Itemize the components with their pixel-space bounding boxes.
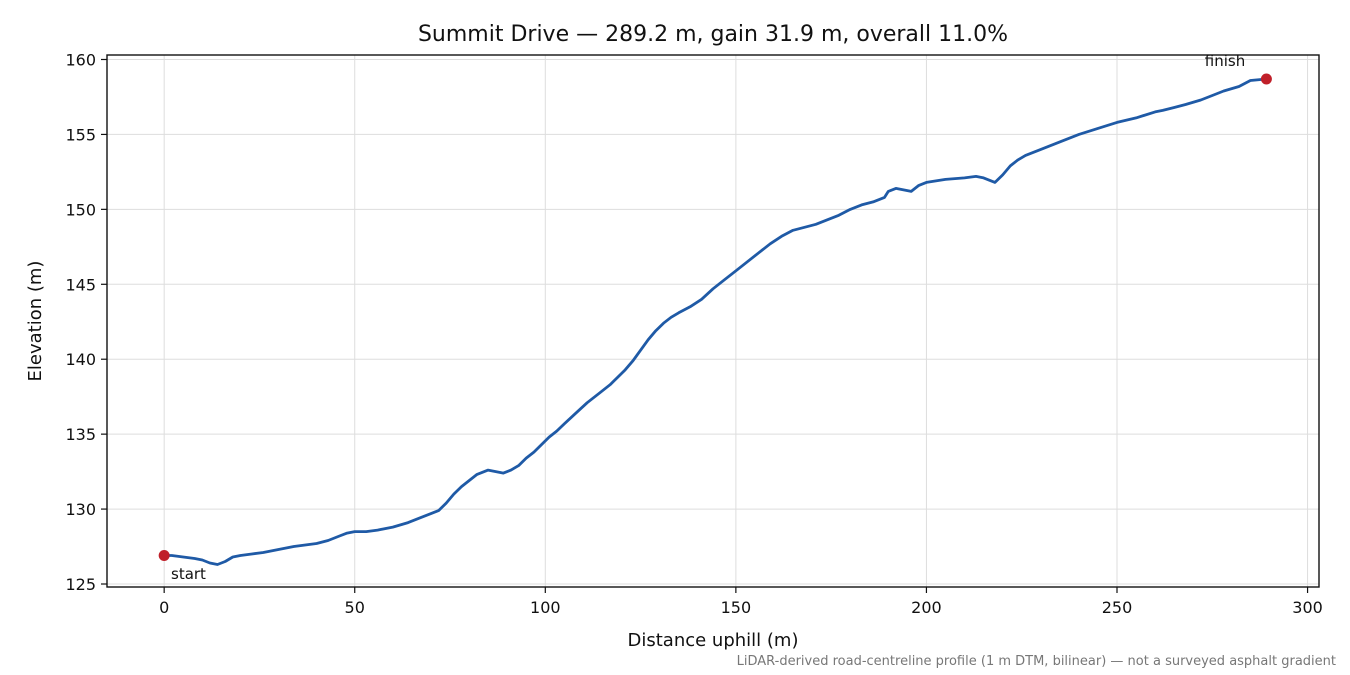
y-tick-label: 140 xyxy=(65,350,96,369)
tick-layer: 0 50 100 150 200 250 300 125 130 135 140 145 150 155 1… xyxy=(65,50,1322,617)
y-tick-label: 160 xyxy=(65,50,96,69)
chart-title: Summit Drive — 289.2 m, gain 31.9 m, ove… xyxy=(418,22,1008,47)
y-tick-label: 150 xyxy=(65,200,96,219)
line-layer xyxy=(158,73,1272,566)
x-tick-label: 50 xyxy=(345,598,365,617)
y-axis-label: Elevation (m) xyxy=(25,261,46,382)
finish-marker xyxy=(1260,73,1272,85)
start-marker xyxy=(158,550,170,562)
footnote: LiDAR-derived road-centreline profile (1… xyxy=(737,654,1336,669)
x-tick-label: 150 xyxy=(721,598,752,617)
x-tick-label: 200 xyxy=(911,598,942,617)
grid-layer xyxy=(107,55,1319,587)
y-tick-label: 125 xyxy=(65,575,96,594)
start-label: start xyxy=(171,565,206,583)
y-tick-label: 130 xyxy=(65,500,96,519)
x-tick-label: 300 xyxy=(1292,598,1323,617)
y-tick-label: 145 xyxy=(65,275,96,294)
elevation-line xyxy=(162,77,1268,566)
x-tick-label: 0 xyxy=(159,598,169,617)
x-tick-label: 250 xyxy=(1102,598,1133,617)
y-tick-label: 155 xyxy=(65,125,96,144)
plot-frame xyxy=(106,54,1320,588)
x-tick-label: 100 xyxy=(530,598,561,617)
x-axis-label: Distance uphill (m) xyxy=(628,630,799,651)
y-tick-label: 135 xyxy=(65,425,96,444)
finish-label: finish xyxy=(1205,52,1245,70)
